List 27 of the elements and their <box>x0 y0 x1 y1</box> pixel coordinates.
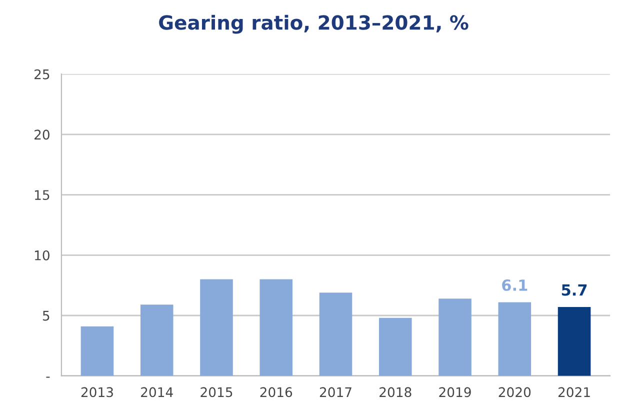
bar <box>558 307 591 376</box>
x-tick-label: 2018 <box>380 387 412 398</box>
x-tick-label: 2020 <box>498 387 531 398</box>
data-label: 6.1 <box>502 279 528 291</box>
x-tick-label: 2019 <box>439 387 471 398</box>
x-tick-label: 2015 <box>200 387 232 398</box>
bar <box>378 318 412 376</box>
bar <box>80 326 114 376</box>
bar <box>438 298 472 376</box>
y-tick-label: 5 <box>42 310 50 321</box>
y-tick-label: 15 <box>34 190 50 200</box>
x-tick-label: 2013 <box>81 387 113 398</box>
x-tick-label: 2016 <box>260 387 292 398</box>
x-tick-label: 2021 <box>558 387 590 398</box>
bar <box>140 304 174 376</box>
y-tick-label: - <box>46 376 50 378</box>
x-tick-label: 2014 <box>141 387 173 398</box>
x-tick-label: 2017 <box>320 387 352 398</box>
y-tick-label: 25 <box>34 69 50 80</box>
chart-title: Gearing ratio, 2013–2021, % <box>159 14 468 34</box>
y-tick-label: 20 <box>34 130 50 140</box>
bar <box>319 292 352 376</box>
y-tick-label: 10 <box>34 250 50 260</box>
bar <box>260 279 293 376</box>
bar <box>498 302 532 376</box>
data-label: 5.7 <box>562 284 587 296</box>
bar <box>200 279 233 376</box>
